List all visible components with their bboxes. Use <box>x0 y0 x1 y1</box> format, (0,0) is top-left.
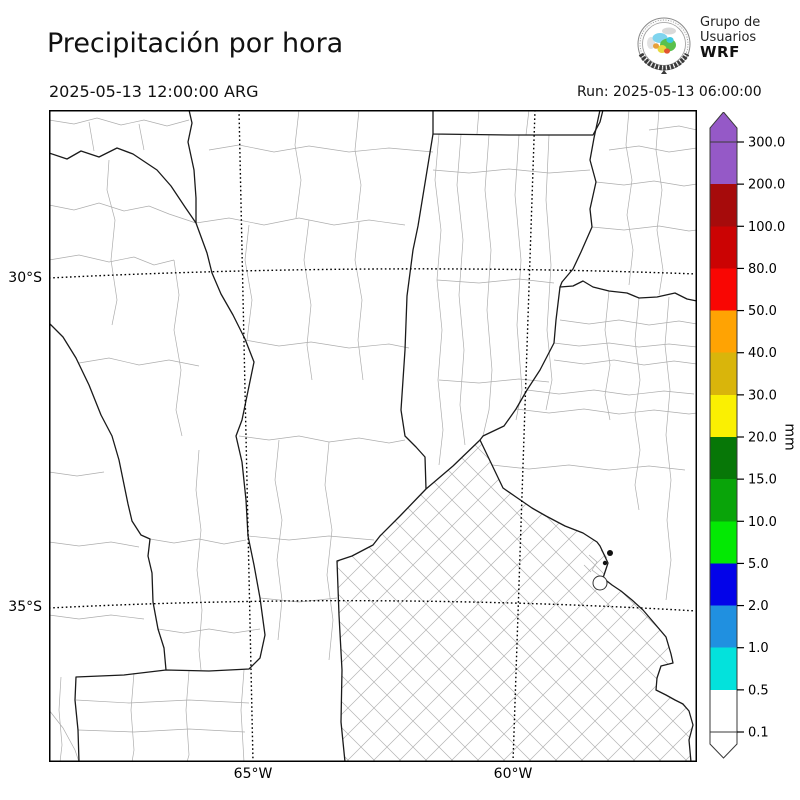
lon-label-65w: 65°W <box>233 766 273 782</box>
lat-label-30s: 30°S <box>8 270 42 286</box>
lon-label-60w: 60°W <box>493 766 533 782</box>
bay-outline <box>592 575 608 591</box>
svg-text:50.0: 50.0 <box>748 304 777 319</box>
province-boundaries <box>49 110 697 762</box>
svg-text:0.5: 0.5 <box>748 683 769 698</box>
svg-text:30.0: 30.0 <box>748 388 777 403</box>
logo-line-2: Usuarios <box>700 29 757 45</box>
svg-text:15.0: 15.0 <box>748 473 777 488</box>
logo-line-wrf: WRF <box>700 43 740 61</box>
svg-text:10.0: 10.0 <box>748 515 777 530</box>
lat-label-35s: 35°S <box>8 599 42 615</box>
buenos-aires-department-mesh <box>337 440 693 762</box>
page-title: Precipitación por hora <box>47 28 344 59</box>
city-mark <box>607 550 613 556</box>
map-svg <box>49 110 697 762</box>
svg-text:80.0: 80.0 <box>748 262 777 277</box>
department-boundaries <box>49 110 697 762</box>
svg-text:300.0: 300.0 <box>748 136 785 151</box>
graticule <box>49 110 697 762</box>
svg-text:1.0: 1.0 <box>748 641 769 656</box>
svg-text:40.0: 40.0 <box>748 346 777 361</box>
svg-text:0.1: 0.1 <box>748 726 769 741</box>
wrf-users-group-logo-icon <box>637 17 691 74</box>
colorbar-unit-label: mm <box>781 423 798 451</box>
svg-text:100.0: 100.0 <box>748 220 785 235</box>
svg-text:20.0: 20.0 <box>748 431 777 446</box>
colorbar: 300.0 200.0 100.0 80.0 50.0 40.0 30.0 20.0 15.0 1… <box>708 112 800 772</box>
svg-text:2.0: 2.0 <box>748 599 769 614</box>
colorbar-svg: 300.0 200.0 100.0 80.0 50.0 40.0 30.0 20.0 15.0 1… <box>709 112 785 759</box>
city-mark <box>602 560 608 566</box>
valid-time-label: 2025-05-13 12:00:00 ARG <box>49 82 259 101</box>
map-canvas <box>49 110 697 762</box>
svg-text:200.0: 200.0 <box>748 178 785 193</box>
logo-text: Grupo de Usuarios WRF <box>700 15 761 61</box>
map-border <box>49 110 697 762</box>
run-time-label: Run: 2025-05-13 06:00:00 <box>577 84 762 100</box>
logo-line-1: Grupo de <box>700 15 761 30</box>
svg-text:5.0: 5.0 <box>748 557 769 572</box>
